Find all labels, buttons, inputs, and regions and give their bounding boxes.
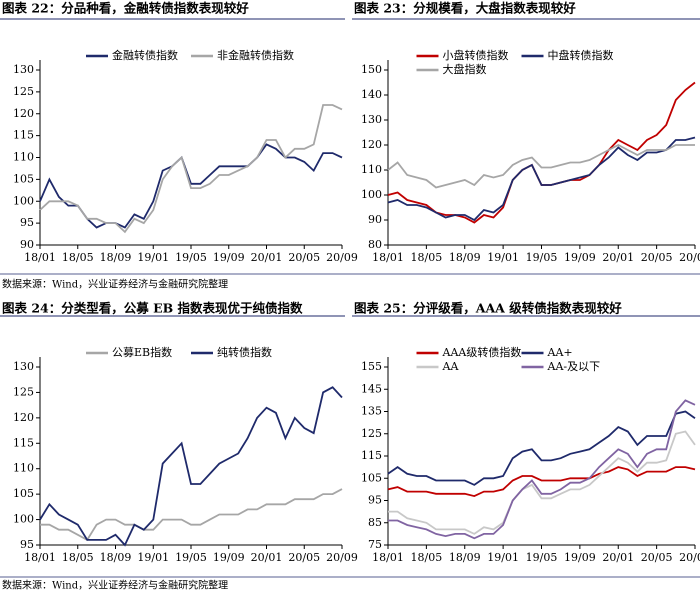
y-tick-label: 135 bbox=[361, 405, 382, 418]
y-tick-label: 105 bbox=[361, 471, 382, 484]
x-tick-label: 18/05 bbox=[411, 251, 443, 264]
x-tick-label: 20/01 bbox=[602, 251, 634, 264]
x-tick-label: 20/01 bbox=[251, 551, 283, 564]
x-tick-label: 18/01 bbox=[372, 251, 404, 264]
y-tick-label: 110 bbox=[13, 462, 34, 475]
y-tick-label: 120 bbox=[13, 107, 34, 120]
y-tick-label: 105 bbox=[13, 487, 34, 500]
x-tick-label: 20/05 bbox=[641, 551, 673, 564]
series-line bbox=[40, 488, 343, 542]
source-note: 数据来源：Wind，兴业证券经济与金融研究院整理 bbox=[2, 278, 228, 291]
x-tick-label: 20/09 bbox=[326, 551, 358, 564]
series-line bbox=[388, 430, 696, 535]
series-line bbox=[388, 399, 696, 540]
y-tick-label: 100 bbox=[361, 188, 382, 201]
x-tick-label: 19/09 bbox=[564, 251, 596, 264]
chart-title: 图表 25：分评级看，AAA 级转债指数表现较好 bbox=[354, 301, 622, 316]
x-tick-label: 19/05 bbox=[526, 551, 558, 564]
x-tick-label: 18/05 bbox=[411, 551, 443, 564]
x-tick-label: 18/09 bbox=[449, 551, 481, 564]
series-line bbox=[387, 143, 695, 189]
series-line bbox=[39, 386, 343, 547]
y-tick-label: 130 bbox=[13, 360, 34, 373]
x-tick-label: 20/09 bbox=[679, 251, 700, 264]
y-tick-label: 130 bbox=[13, 63, 34, 76]
x-tick-label: 19/01 bbox=[137, 551, 169, 564]
x-tick-label: 19/01 bbox=[487, 551, 519, 564]
y-tick-label: 100 bbox=[13, 194, 34, 207]
chart-title: 图表 22：分品种看，金融转债指数表现较好 bbox=[2, 1, 249, 16]
x-tick-label: 18/01 bbox=[372, 551, 404, 564]
x-tick-label: 19/01 bbox=[487, 251, 519, 264]
y-tick-label: 120 bbox=[13, 411, 34, 424]
y-tick-label: 130 bbox=[361, 113, 382, 126]
legend-label: AA bbox=[442, 360, 460, 373]
y-tick-label: 105 bbox=[13, 172, 34, 185]
y-tick-label: 155 bbox=[361, 360, 382, 373]
source-note: 数据来源：Wind，兴业证券经济与金融研究院整理 bbox=[2, 579, 228, 592]
legend-label: 非金融转债指数 bbox=[217, 48, 294, 62]
series-line bbox=[387, 466, 696, 498]
x-tick-label: 18/09 bbox=[100, 551, 132, 564]
y-tick-label: 110 bbox=[13, 151, 34, 164]
y-tick-label: 115 bbox=[361, 449, 382, 462]
legend-label: 大盘指数 bbox=[443, 62, 487, 76]
legend-label: 纯转债指数 bbox=[217, 345, 272, 359]
y-tick-label: 90 bbox=[20, 238, 34, 251]
x-tick-label: 20/01 bbox=[251, 251, 283, 264]
x-tick-label: 20/09 bbox=[679, 551, 700, 564]
y-tick-label: 145 bbox=[361, 382, 382, 395]
series-line bbox=[39, 104, 343, 234]
series-line bbox=[39, 143, 343, 229]
legend-label: AA+ bbox=[547, 346, 573, 359]
x-tick-label: 19/09 bbox=[213, 251, 245, 264]
x-tick-label: 19/09 bbox=[564, 551, 596, 564]
x-tick-label: 18/01 bbox=[24, 251, 56, 264]
x-tick-label: 19/05 bbox=[526, 251, 558, 264]
legend-label: 金融转债指数 bbox=[112, 48, 178, 62]
x-tick-label: 19/01 bbox=[137, 251, 169, 264]
x-tick-label: 20/05 bbox=[288, 551, 320, 564]
y-tick-label: 110 bbox=[361, 163, 382, 176]
y-tick-label: 80 bbox=[368, 238, 382, 251]
legend-label: AAA级转债指数 bbox=[442, 345, 522, 359]
y-tick-label: 95 bbox=[368, 494, 382, 507]
legend-label: 小盘转债指数 bbox=[443, 48, 509, 62]
y-tick-label: 115 bbox=[13, 129, 34, 142]
x-tick-label: 19/05 bbox=[175, 551, 207, 564]
x-tick-label: 18/05 bbox=[62, 251, 94, 264]
legend-label: AA-及以下 bbox=[547, 360, 601, 373]
y-tick-label: 100 bbox=[13, 513, 34, 526]
legend-label: 公募EB指数 bbox=[112, 345, 172, 359]
y-tick-label: 125 bbox=[13, 85, 34, 98]
y-tick-label: 150 bbox=[361, 63, 382, 76]
chart-title: 图表 23：分规模看，大盘指数表现较好 bbox=[354, 1, 576, 16]
y-tick-label: 95 bbox=[20, 538, 34, 551]
x-tick-label: 20/09 bbox=[326, 251, 358, 264]
x-tick-label: 18/09 bbox=[100, 251, 132, 264]
y-tick-label: 75 bbox=[368, 538, 382, 551]
y-tick-label: 115 bbox=[13, 436, 34, 449]
x-tick-label: 18/09 bbox=[449, 251, 481, 264]
y-tick-label: 125 bbox=[13, 385, 34, 398]
x-tick-label: 19/09 bbox=[213, 551, 245, 564]
chart-title: 图表 24：分类型看，公募 EB 指数表现优于纯债指数 bbox=[2, 301, 303, 316]
y-tick-label: 85 bbox=[368, 516, 382, 529]
y-tick-label: 140 bbox=[361, 88, 382, 101]
y-tick-label: 125 bbox=[361, 427, 382, 440]
x-tick-label: 20/05 bbox=[641, 251, 673, 264]
y-tick-label: 95 bbox=[20, 216, 34, 229]
y-tick-label: 120 bbox=[361, 138, 382, 151]
x-tick-label: 18/05 bbox=[62, 551, 94, 564]
x-tick-label: 19/05 bbox=[175, 251, 207, 264]
legend-label: 中盘转债指数 bbox=[548, 48, 614, 62]
series-line bbox=[387, 136, 696, 222]
series-line bbox=[387, 410, 696, 486]
x-tick-label: 20/01 bbox=[602, 551, 634, 564]
y-tick-label: 90 bbox=[368, 213, 382, 226]
x-tick-label: 20/05 bbox=[288, 251, 320, 264]
x-tick-label: 18/01 bbox=[24, 551, 56, 564]
